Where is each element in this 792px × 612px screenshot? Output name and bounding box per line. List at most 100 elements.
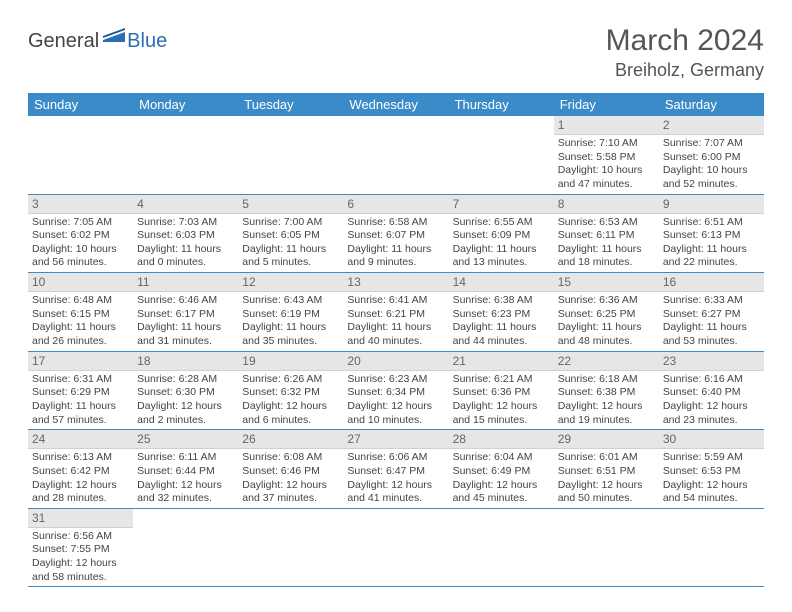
calendar-day: 30Sunrise: 5:59 AMSunset: 6:53 PMDayligh… xyxy=(659,430,764,509)
day-content: Sunrise: 6:48 AMSunset: 6:15 PMDaylight:… xyxy=(28,292,133,351)
calendar-day: 14Sunrise: 6:38 AMSunset: 6:23 PMDayligh… xyxy=(449,273,554,352)
day-content: Sunrise: 7:00 AMSunset: 6:05 PMDaylight:… xyxy=(238,214,343,273)
calendar-empty xyxy=(28,116,133,194)
sunset-line: Sunset: 6:11 PM xyxy=(558,229,655,243)
calendar-day: 8Sunrise: 6:53 AMSunset: 6:11 PMDaylight… xyxy=(554,194,659,273)
calendar-day: 15Sunrise: 6:36 AMSunset: 6:25 PMDayligh… xyxy=(554,273,659,352)
sunset-line: Sunset: 6:53 PM xyxy=(663,465,760,479)
sunrise-line: Sunrise: 6:16 AM xyxy=(663,373,760,387)
day-content: Sunrise: 6:43 AMSunset: 6:19 PMDaylight:… xyxy=(238,292,343,351)
sunset-line: Sunset: 6:23 PM xyxy=(453,308,550,322)
sunrise-line: Sunrise: 6:51 AM xyxy=(663,216,760,230)
day-content: Sunrise: 6:23 AMSunset: 6:34 PMDaylight:… xyxy=(343,371,448,430)
daylight-line: Daylight: 12 hours and 2 minutes. xyxy=(137,400,234,427)
sunrise-line: Sunrise: 6:26 AM xyxy=(242,373,339,387)
day-content: Sunrise: 6:01 AMSunset: 6:51 PMDaylight:… xyxy=(554,449,659,508)
day-number: 18 xyxy=(133,352,238,371)
daylight-line: Daylight: 11 hours and 48 minutes. xyxy=(558,321,655,348)
daylight-line: Daylight: 11 hours and 57 minutes. xyxy=(32,400,129,427)
day-content: Sunrise: 6:41 AMSunset: 6:21 PMDaylight:… xyxy=(343,292,448,351)
daylight-line: Daylight: 11 hours and 22 minutes. xyxy=(663,243,760,270)
weekday-header: Monday xyxy=(133,93,238,116)
day-content: Sunrise: 7:07 AMSunset: 6:00 PMDaylight:… xyxy=(659,135,764,194)
day-number: 2 xyxy=(659,116,764,135)
daylight-line: Daylight: 12 hours and 23 minutes. xyxy=(663,400,760,427)
day-content: Sunrise: 6:53 AMSunset: 6:11 PMDaylight:… xyxy=(554,214,659,273)
sunset-line: Sunset: 6:44 PM xyxy=(137,465,234,479)
day-number: 22 xyxy=(554,352,659,371)
sunrise-line: Sunrise: 6:43 AM xyxy=(242,294,339,308)
day-content: Sunrise: 7:05 AMSunset: 6:02 PMDaylight:… xyxy=(28,214,133,273)
calendar-empty xyxy=(238,508,343,587)
calendar-empty xyxy=(554,508,659,587)
day-content: Sunrise: 6:31 AMSunset: 6:29 PMDaylight:… xyxy=(28,371,133,430)
daylight-line: Daylight: 11 hours and 18 minutes. xyxy=(558,243,655,270)
day-number: 12 xyxy=(238,273,343,292)
day-number: 14 xyxy=(449,273,554,292)
daylight-line: Daylight: 11 hours and 26 minutes. xyxy=(32,321,129,348)
sunrise-line: Sunrise: 6:04 AM xyxy=(453,451,550,465)
calendar-body: 1Sunrise: 7:10 AMSunset: 5:58 PMDaylight… xyxy=(28,116,764,587)
day-content: Sunrise: 6:21 AMSunset: 6:36 PMDaylight:… xyxy=(449,371,554,430)
logo: General Blue xyxy=(28,28,167,55)
calendar-day: 25Sunrise: 6:11 AMSunset: 6:44 PMDayligh… xyxy=(133,430,238,509)
daylight-line: Daylight: 11 hours and 5 minutes. xyxy=(242,243,339,270)
calendar-day: 10Sunrise: 6:48 AMSunset: 6:15 PMDayligh… xyxy=(28,273,133,352)
sunset-line: Sunset: 6:05 PM xyxy=(242,229,339,243)
day-number: 26 xyxy=(238,430,343,449)
day-number: 17 xyxy=(28,352,133,371)
calendar-day: 1Sunrise: 7:10 AMSunset: 5:58 PMDaylight… xyxy=(554,116,659,194)
sunrise-line: Sunrise: 6:55 AM xyxy=(453,216,550,230)
sunset-line: Sunset: 6:27 PM xyxy=(663,308,760,322)
calendar-day: 20Sunrise: 6:23 AMSunset: 6:34 PMDayligh… xyxy=(343,351,448,430)
header: General Blue March 2024 Breiholz, German… xyxy=(28,24,764,81)
sunrise-line: Sunrise: 7:03 AM xyxy=(137,216,234,230)
calendar-row: 1Sunrise: 7:10 AMSunset: 5:58 PMDaylight… xyxy=(28,116,764,194)
sunrise-line: Sunrise: 6:56 AM xyxy=(32,530,129,544)
sunset-line: Sunset: 6:25 PM xyxy=(558,308,655,322)
sunset-line: Sunset: 6:46 PM xyxy=(242,465,339,479)
sunset-line: Sunset: 6:21 PM xyxy=(347,308,444,322)
sunset-line: Sunset: 6:03 PM xyxy=(137,229,234,243)
calendar-day: 12Sunrise: 6:43 AMSunset: 6:19 PMDayligh… xyxy=(238,273,343,352)
calendar-day: 4Sunrise: 7:03 AMSunset: 6:03 PMDaylight… xyxy=(133,194,238,273)
daylight-line: Daylight: 11 hours and 9 minutes. xyxy=(347,243,444,270)
day-number: 6 xyxy=(343,195,448,214)
daylight-line: Daylight: 11 hours and 13 minutes. xyxy=(453,243,550,270)
sunrise-line: Sunrise: 6:53 AM xyxy=(558,216,655,230)
sunset-line: Sunset: 6:42 PM xyxy=(32,465,129,479)
day-number: 7 xyxy=(449,195,554,214)
calendar-day: 16Sunrise: 6:33 AMSunset: 6:27 PMDayligh… xyxy=(659,273,764,352)
sunrise-line: Sunrise: 6:48 AM xyxy=(32,294,129,308)
calendar-day: 27Sunrise: 6:06 AMSunset: 6:47 PMDayligh… xyxy=(343,430,448,509)
day-content: Sunrise: 6:36 AMSunset: 6:25 PMDaylight:… xyxy=(554,292,659,351)
daylight-line: Daylight: 12 hours and 10 minutes. xyxy=(347,400,444,427)
sunset-line: Sunset: 5:58 PM xyxy=(558,151,655,165)
daylight-line: Daylight: 12 hours and 58 minutes. xyxy=(32,557,129,584)
daylight-line: Daylight: 12 hours and 19 minutes. xyxy=(558,400,655,427)
calendar-day: 6Sunrise: 6:58 AMSunset: 6:07 PMDaylight… xyxy=(343,194,448,273)
day-number: 5 xyxy=(238,195,343,214)
day-number: 21 xyxy=(449,352,554,371)
day-number: 4 xyxy=(133,195,238,214)
day-number: 10 xyxy=(28,273,133,292)
day-content: Sunrise: 6:33 AMSunset: 6:27 PMDaylight:… xyxy=(659,292,764,351)
sunset-line: Sunset: 6:32 PM xyxy=(242,386,339,400)
sunrise-line: Sunrise: 6:38 AM xyxy=(453,294,550,308)
sunrise-line: Sunrise: 6:18 AM xyxy=(558,373,655,387)
sunset-line: Sunset: 6:17 PM xyxy=(137,308,234,322)
day-number: 25 xyxy=(133,430,238,449)
daylight-line: Daylight: 12 hours and 6 minutes. xyxy=(242,400,339,427)
weekday-header: Thursday xyxy=(449,93,554,116)
day-content: Sunrise: 6:46 AMSunset: 6:17 PMDaylight:… xyxy=(133,292,238,351)
daylight-line: Daylight: 12 hours and 50 minutes. xyxy=(558,479,655,506)
calendar-row: 24Sunrise: 6:13 AMSunset: 6:42 PMDayligh… xyxy=(28,430,764,509)
sunrise-line: Sunrise: 7:00 AM xyxy=(242,216,339,230)
daylight-line: Daylight: 11 hours and 31 minutes. xyxy=(137,321,234,348)
sunset-line: Sunset: 6:30 PM xyxy=(137,386,234,400)
sunset-line: Sunset: 6:40 PM xyxy=(663,386,760,400)
day-number: 31 xyxy=(28,509,133,528)
sunrise-line: Sunrise: 7:10 AM xyxy=(558,137,655,151)
sunrise-line: Sunrise: 6:23 AM xyxy=(347,373,444,387)
day-content: Sunrise: 7:10 AMSunset: 5:58 PMDaylight:… xyxy=(554,135,659,194)
